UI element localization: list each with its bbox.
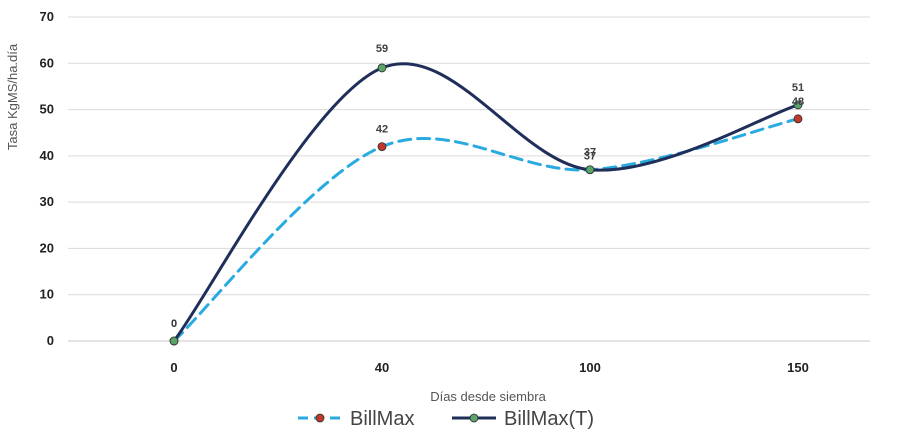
legend-item-billmax-t: BillMax(T)	[452, 408, 594, 430]
gridlines	[68, 16, 870, 342]
y-tick-label-50: 50	[40, 102, 54, 117]
x-axis-title: Días desde siembra	[430, 389, 546, 404]
series-markers	[169, 63, 803, 346]
x-axis-ticks: 0 40 100 150	[170, 360, 808, 375]
data-label-billmax-100: 37	[584, 147, 596, 159]
y-tick-label-60: 60	[40, 55, 54, 70]
data-label-billmax-0: 0	[171, 318, 177, 330]
legend-item-billmax: BillMax	[298, 408, 414, 430]
series-lines	[172, 62, 800, 343]
legend-marker-billmax	[315, 413, 325, 423]
data-label-billmax-t-0: 0	[171, 318, 177, 330]
legend-label-billmax-t: BillMax(T)	[504, 408, 594, 430]
y-axis-title: Tasa KgMS/ha.día	[5, 43, 20, 150]
y-tick-label-0: 0	[47, 333, 54, 348]
y-tick-label-20: 20	[40, 240, 54, 255]
y-tick-label-70: 70	[40, 9, 54, 24]
x-tick-label-0: 0	[170, 360, 177, 375]
data-label-billmax-150: 48	[792, 96, 804, 108]
marker-billmax-t-40	[377, 63, 387, 73]
x-tick-label-40: 40	[375, 360, 389, 375]
legend-marker-billmax-t	[469, 413, 479, 423]
marker-billmax-t-0	[169, 336, 179, 346]
series-line-billmax-t	[172, 62, 800, 343]
data-label-billmax-t-150: 51	[792, 82, 804, 94]
data-label-billmax-t-40: 59	[376, 43, 388, 55]
marker-billmax-t-150	[793, 100, 803, 110]
marker-billmax-40	[377, 142, 387, 152]
y-tick-label-30: 30	[40, 194, 54, 209]
data-label-billmax-40: 42	[376, 124, 388, 136]
y-tick-label-10: 10	[40, 287, 54, 302]
legend-label-billmax: BillMax	[350, 408, 414, 430]
x-tick-label-100: 100	[579, 360, 601, 375]
y-axis-ticks: 0 10 20 30 40 50 60 70	[40, 9, 54, 348]
x-tick-label-150: 150	[787, 360, 809, 375]
marker-billmax-150	[793, 114, 803, 124]
legend: BillMax BillMax(T)	[298, 408, 594, 430]
data-label-billmax-t-100: 37	[584, 151, 596, 163]
marker-billmax-t-100	[585, 165, 595, 175]
series-line-billmax	[172, 117, 800, 343]
y-tick-label-40: 40	[40, 148, 54, 163]
